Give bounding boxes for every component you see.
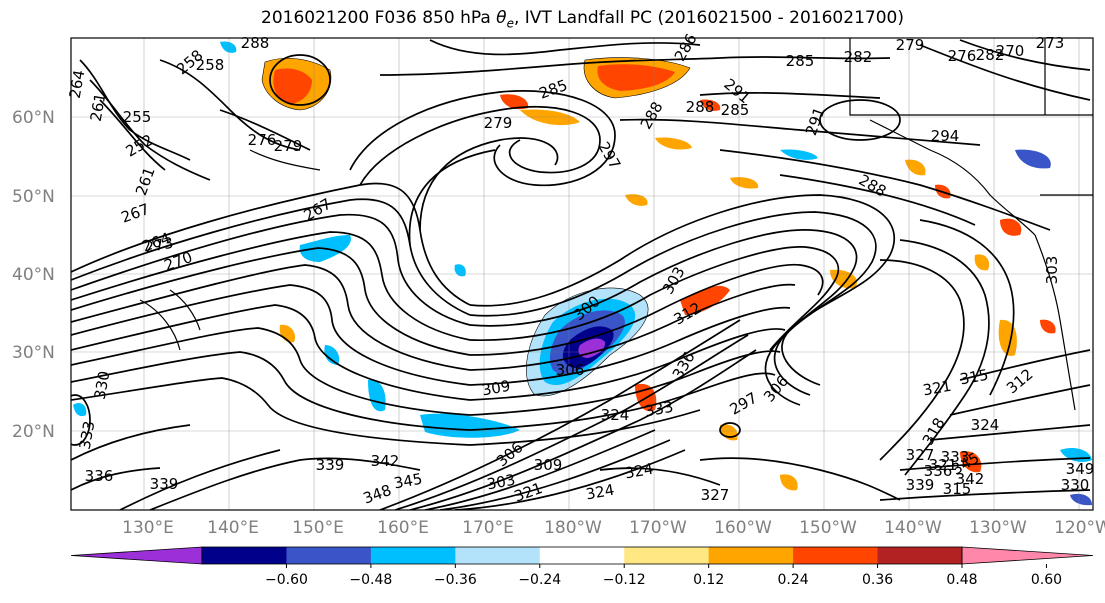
colorbar	[70, 546, 1094, 565]
lon-tick-label: 150°W	[799, 518, 857, 538]
colorbar-segment	[202, 547, 287, 564]
contour-label: 303	[1043, 256, 1061, 285]
colorbar-segment	[793, 547, 879, 564]
contour-label: 279	[274, 137, 303, 155]
contour-label: 339	[150, 475, 179, 493]
colorbar-tick-labels: −0.60 −0.48 −0.36 −0.24 −0.12 0.12 0.24 0.36 0.4…	[265, 564, 1062, 588]
contour-label: 339	[906, 476, 935, 494]
contour-label: 324	[971, 416, 1000, 434]
contour-label: 264	[66, 68, 89, 99]
lon-tick-label: 130°E	[122, 518, 174, 538]
colorbar-tick-label: −0.36	[434, 572, 477, 588]
contour-label: 276	[248, 131, 277, 149]
contour-label: 279	[484, 114, 513, 132]
lon-tick-label: 170°E	[462, 518, 514, 538]
lon-tick-label: 140°W	[884, 518, 942, 538]
colorbar-tick-label: 0.60	[1031, 572, 1062, 588]
lon-tick-label: 160°E	[377, 518, 429, 538]
contour-label: 321	[929, 456, 958, 474]
lon-tick-label: 130°W	[969, 518, 1027, 538]
contour-label: 285	[786, 52, 815, 70]
contour-label: 258	[196, 56, 225, 74]
contour-label: 288	[241, 34, 270, 52]
lon-tick-label: 170°W	[629, 518, 687, 538]
contour-label: 306	[556, 361, 585, 379]
colorbar-tick-label: 0.24	[778, 572, 809, 588]
contour-label: 324	[601, 406, 630, 424]
colorbar-tick-label: −0.12	[603, 572, 646, 588]
colorbar-tick-label: −0.48	[349, 572, 392, 588]
latitude-axis: 20°N 30°N 40°N 50°N 60°N	[12, 108, 55, 442]
map-frame	[70, 37, 1094, 511]
contour-label: 324	[584, 481, 615, 504]
contour-label: 315	[958, 366, 989, 389]
colorbar-tick-label: 0.36	[862, 572, 893, 588]
contour-label: 336	[924, 462, 953, 480]
contour-label: 342	[956, 470, 985, 488]
lon-tick-label: 180°W	[544, 518, 602, 538]
lat-tick-label: 40°N	[12, 265, 55, 285]
colorbar-extend-max	[961, 546, 1094, 565]
contour-label: 294	[931, 127, 960, 145]
longitude-axis: 130°E 140°E 150°E 160°E 170°E 180°W 170°…	[122, 518, 1105, 538]
contour-label: 342	[371, 452, 400, 470]
contour-label: 261	[87, 91, 110, 122]
contour-label: 309	[480, 377, 511, 400]
contour-label: 321	[921, 377, 952, 400]
contour-label: 333	[76, 419, 99, 450]
lat-tick-label: 50°N	[12, 187, 55, 207]
contour-label: 273	[1036, 34, 1065, 52]
contour-label: 279	[896, 36, 925, 54]
contour-label: 273	[143, 234, 174, 257]
colorbar-tick-label: 0.12	[693, 572, 724, 588]
lon-tick-label: 150°E	[292, 518, 344, 538]
colorbar-segment	[286, 547, 372, 564]
lon-tick-label: 120°W	[1054, 518, 1105, 538]
contour-label: 330	[91, 369, 114, 400]
contour-label: 309	[534, 456, 563, 474]
negative-anomaly-shading	[73, 41, 1092, 506]
contour-label: 282	[976, 46, 1005, 64]
colorbar-tick-label: −0.24	[518, 572, 561, 588]
contour-label: 282	[844, 48, 873, 66]
contour-label: 327	[906, 446, 935, 464]
colorbar-tick-label: 0.48	[946, 572, 977, 588]
contour-label: 303	[485, 471, 516, 494]
contour-label: 276	[948, 47, 977, 65]
contour-label: 349	[1066, 460, 1095, 478]
lat-tick-label: 20°N	[12, 422, 55, 442]
lat-tick-label: 30°N	[12, 343, 55, 363]
lat-tick-label: 60°N	[12, 108, 55, 128]
contour-label: 327	[701, 486, 730, 504]
contour-label: 333	[941, 448, 970, 466]
colorbar-outline	[201, 546, 963, 565]
contour-label: 315	[943, 480, 972, 498]
lon-tick-label: 160°W	[714, 518, 772, 538]
positive-anomaly-shading	[261, 57, 1056, 491]
map-title: 2016021200 F036 850 hPa θe, IVT Landfall…	[261, 8, 904, 31]
contour-label: 345	[392, 470, 423, 493]
contour-label: 333	[643, 398, 674, 421]
contour-label: 270	[996, 42, 1025, 60]
contour-label: 285	[721, 101, 750, 119]
colorbar-extend-min	[70, 546, 203, 565]
contour-label: 255	[123, 108, 152, 126]
colorbar-tick-label: −0.60	[265, 572, 308, 588]
colorbar-segment	[370, 547, 456, 564]
colorbar-segment	[877, 547, 963, 564]
theta-e-contours	[71, 39, 1091, 510]
contour-label: 324	[623, 460, 654, 483]
colorbar-segment	[708, 547, 794, 564]
colorbar-segment	[455, 547, 541, 564]
contour-label: 288	[686, 98, 715, 116]
contour-label: 339	[316, 456, 345, 474]
colorbar-segment	[624, 547, 710, 564]
coastlines	[849, 38, 1093, 411]
lon-tick-label: 140°E	[207, 518, 259, 538]
contour-label: 336	[85, 467, 114, 485]
contour-label: 330	[1061, 476, 1090, 494]
colorbar-segment	[539, 547, 625, 564]
